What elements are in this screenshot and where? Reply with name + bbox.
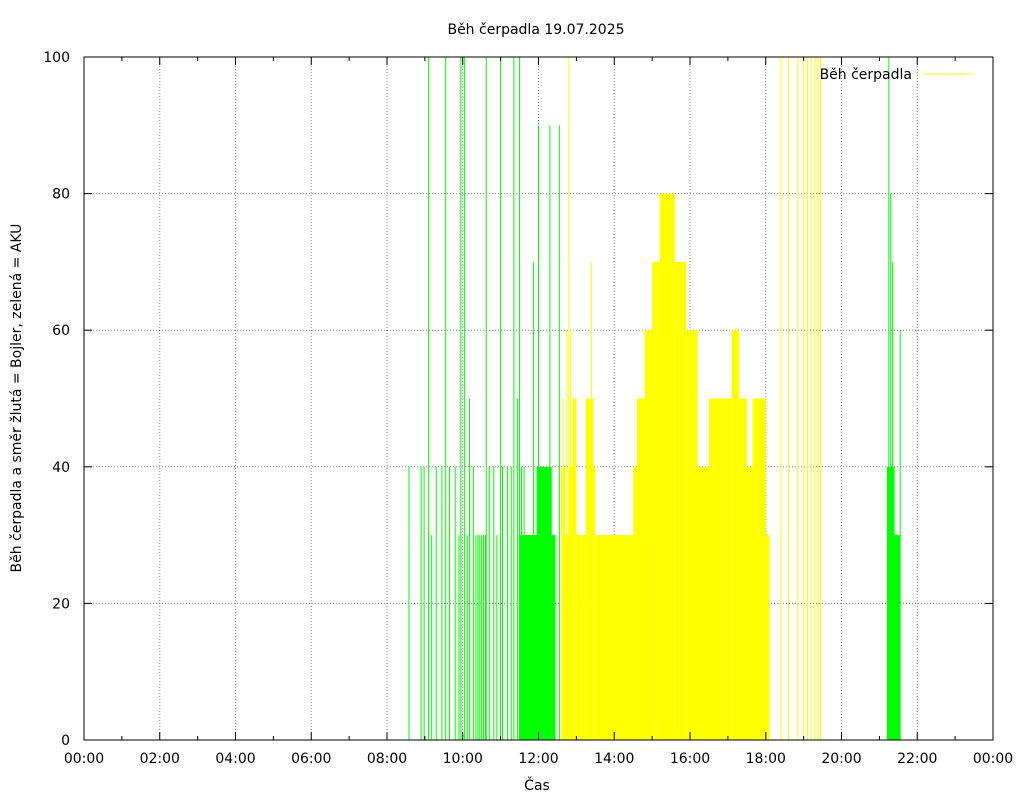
y-axis-label: Běh čerpadla a směr žlutá = Bojler, zele… [9, 224, 25, 573]
run-block [595, 535, 615, 740]
run-block [727, 398, 732, 740]
x-tick-label: 00:00 [973, 751, 1013, 767]
run-block [752, 398, 766, 740]
run-block [636, 398, 645, 740]
x-tick-label: 02:00 [140, 751, 180, 767]
legend-label: Běh čerpadla [820, 67, 912, 83]
run-block [614, 535, 634, 740]
y-tick-labels: 0 20 40 60 80 100 [43, 50, 70, 749]
x-tick-labels: 00:00 02:00 04:00 06:00 08:00 10:00 12:00 14:00… [64, 751, 1013, 767]
axis-ticks [83, 56, 994, 741]
run-block [572, 398, 577, 740]
x-tick-label: 04:00 [215, 751, 255, 767]
x-tick-label: 08:00 [367, 751, 407, 767]
y-tick-label: 100 [43, 50, 70, 66]
run-block [708, 398, 721, 740]
y-tick-label: 80 [52, 187, 70, 203]
run-block [720, 398, 728, 740]
x-tick-label: 00:00 [64, 751, 104, 767]
run-block [551, 535, 556, 740]
run-block [593, 466, 596, 740]
run-block [644, 330, 653, 740]
run-block [674, 261, 687, 740]
run-block [633, 466, 637, 740]
legend: Běh čerpadla [820, 67, 974, 83]
run-block [765, 535, 770, 740]
y-tick-label: 60 [52, 323, 70, 339]
x-tick-label: 22:00 [897, 751, 937, 767]
x-tick-label: 18:00 [746, 751, 786, 767]
run-block [576, 535, 586, 740]
run-block [894, 535, 901, 740]
run-block [536, 466, 552, 740]
x-tick-label: 10:00 [443, 751, 483, 767]
x-tick-label: 16:00 [670, 751, 710, 767]
run-block [697, 466, 709, 740]
run-block [739, 398, 747, 740]
y-tick-label: 20 [52, 596, 70, 612]
data-bars [408, 57, 901, 741]
x-tick-label: 12:00 [518, 751, 558, 767]
x-tick-label: 20:00 [821, 751, 861, 767]
x-tick-label: 06:00 [291, 751, 331, 767]
run-block [585, 398, 594, 740]
y-tick-label: 40 [52, 460, 70, 476]
run-block [746, 466, 753, 740]
run-block [731, 330, 740, 740]
run-block [652, 261, 660, 740]
x-tick-label: 14:00 [594, 751, 634, 767]
run-block [686, 330, 698, 740]
y-tick-label: 0 [61, 733, 70, 749]
run-block [659, 193, 675, 741]
chart-title: Běh čerpadla 19.07.2025 [447, 22, 624, 38]
x-axis-label: Čas [524, 776, 550, 794]
